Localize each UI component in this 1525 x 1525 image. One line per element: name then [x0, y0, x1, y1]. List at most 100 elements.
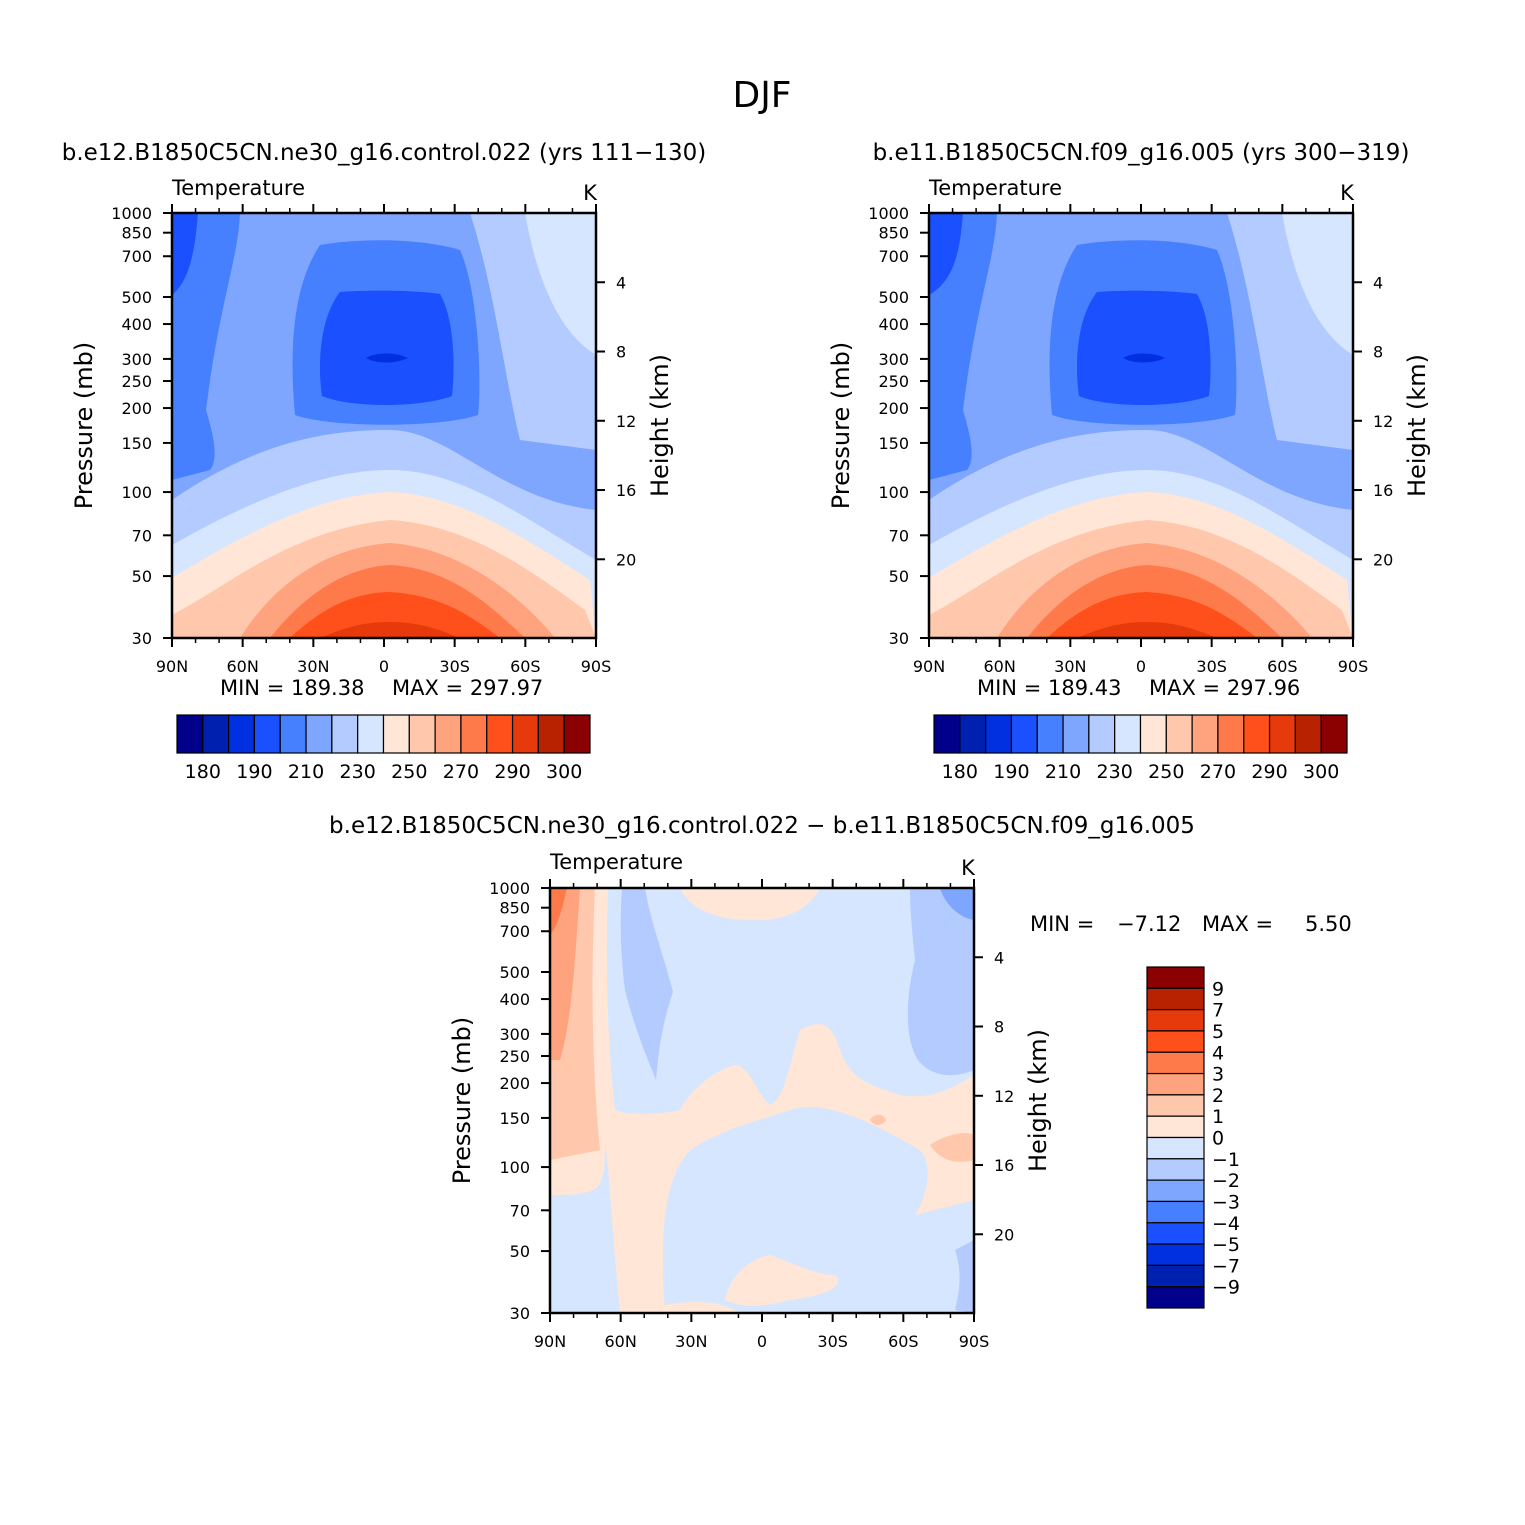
colorbar-swatch — [1243, 714, 1271, 754]
colorbar-swatch — [1146, 1030, 1205, 1053]
y-tick-label: 500 — [499, 963, 530, 982]
panel-control: b.e12.B1850C5CN.ne30_g16.control.022 (yr… — [62, 140, 707, 676]
y-tick-label: 100 — [878, 483, 909, 502]
y-tick-label: 700 — [121, 247, 152, 266]
colorbar-swatch — [228, 714, 256, 754]
y2-tick-label: 20 — [1373, 550, 1393, 569]
y-tick-label: 200 — [878, 399, 909, 418]
colorbar-label: 210 — [1045, 761, 1081, 783]
panel-reference-min: MIN = 189.43 — [977, 676, 1121, 700]
y2-tick-label: 16 — [1373, 481, 1393, 500]
colorbar-swatch — [305, 714, 333, 754]
colorbar-swatch — [1146, 1222, 1205, 1245]
colorbar-swatch — [202, 714, 230, 754]
y2-tick-label: 4 — [994, 948, 1004, 967]
x-tick-label: 0 — [379, 657, 389, 676]
colorbar-label: 300 — [1303, 761, 1339, 783]
colorbar-swatch — [1146, 1115, 1205, 1139]
y-tick-label: 30 — [132, 629, 152, 648]
y2-tick-label: 12 — [994, 1087, 1014, 1106]
colorbar-swatch — [1146, 1264, 1205, 1288]
colorbar-label: −2 — [1212, 1170, 1240, 1192]
x-tick-label: 60S — [1267, 657, 1298, 676]
y2-tick-label: 4 — [616, 273, 626, 292]
y-tick-label: 850 — [121, 224, 152, 243]
colorbar-swatch — [1165, 714, 1193, 754]
y-tick-label: 1000 — [868, 204, 909, 223]
colorbar-swatch — [1146, 1179, 1205, 1203]
colorbar-swatch — [1146, 1051, 1205, 1075]
x-tick-label: 30N — [675, 1332, 707, 1351]
figure-title: DJF — [732, 75, 791, 116]
panel-reference-variable: Temperature — [928, 176, 1062, 200]
colorbar-swatch — [486, 714, 514, 754]
x-tick-label: 60N — [984, 657, 1016, 676]
colorbar-label: −5 — [1212, 1234, 1240, 1256]
colorbar-swatch — [1320, 714, 1348, 754]
colorbar-label: 290 — [1251, 761, 1287, 783]
y-tick-label: 70 — [510, 1201, 530, 1220]
panel-reference-units: K — [1340, 181, 1355, 205]
x-tick-label: 0 — [757, 1332, 767, 1351]
panel-control-colorbar: 180 190 210 230 250 270 290 300 — [176, 714, 591, 783]
colorbar-label: 0 — [1212, 1128, 1224, 1150]
panel-control-axes: 90N 60N 30N 0 30S 60S 90S 30 50 70 100 150 200 250 300… — [70, 204, 674, 676]
colorbar-swatch — [1191, 714, 1219, 754]
x-tick-label: 90S — [581, 657, 612, 676]
colorbar-label: 180 — [185, 761, 221, 783]
colorbar-swatch — [382, 714, 410, 754]
y2-tick-label: 20 — [616, 550, 636, 569]
colorbar-label: 270 — [443, 761, 479, 783]
y-tick-label: 400 — [121, 315, 152, 334]
colorbar-label: 250 — [391, 761, 427, 783]
colorbar-swatch — [1146, 1243, 1205, 1266]
colorbar-label: 5 — [1212, 1021, 1224, 1043]
colorbar-swatch — [1114, 714, 1142, 754]
colorbar-swatch — [985, 714, 1013, 754]
y-tick-label: 250 — [499, 1047, 530, 1066]
colorbar-swatch — [1010, 714, 1038, 754]
y-tick-label: 1000 — [111, 204, 152, 223]
colorbar-swatch — [1146, 1094, 1205, 1117]
y-tick-label: 700 — [499, 922, 530, 941]
colorbar-swatch — [1062, 714, 1090, 754]
colorbar-swatch — [1036, 714, 1064, 754]
colorbar-label: 290 — [494, 761, 530, 783]
y-tick-label: 300 — [499, 1025, 530, 1044]
x-tick-label: 90N — [534, 1332, 566, 1351]
colorbar-swatch — [959, 714, 987, 754]
panel-difference-axes: 90N 60N 30N 0 30S 60S 90S 30 50 70 100 150 200 250 300… — [448, 879, 1052, 1351]
y-tick-label: 50 — [132, 567, 152, 586]
y-tick-label: 300 — [121, 350, 152, 369]
y2-tick-label: 8 — [616, 343, 626, 362]
y-tick-label: 50 — [889, 567, 909, 586]
panel-difference-min-label: MIN = — [1030, 912, 1094, 936]
x-tick-label: 30S — [439, 657, 470, 676]
x-tick-label: 0 — [1136, 657, 1146, 676]
colorbar-label: −1 — [1212, 1149, 1240, 1171]
y-tick-label: 100 — [499, 1158, 530, 1177]
colorbar-label: 180 — [942, 761, 978, 783]
colorbar-label: 7 — [1212, 1000, 1224, 1022]
x-tick-label: 60N — [227, 657, 259, 676]
panel-reference-title: b.e11.B1850C5CN.f09_g16.005 (yrs 300−319… — [873, 140, 1410, 166]
y-tick-label: 150 — [878, 434, 909, 453]
colorbar-swatch — [1268, 714, 1296, 754]
y-tick-label: 850 — [878, 224, 909, 243]
y2-tick-label: 20 — [994, 1225, 1014, 1244]
panel-difference-max-value: 5.50 — [1305, 912, 1352, 936]
colorbar-swatch — [1146, 966, 1205, 989]
colorbar-label: 300 — [546, 761, 582, 783]
colorbar-swatch — [1146, 1009, 1205, 1032]
colorbar-swatch — [331, 714, 359, 754]
y-tick-label: 150 — [121, 434, 152, 453]
colorbar-swatch — [511, 714, 539, 754]
colorbar-swatch — [357, 714, 385, 754]
colorbar-label: 190 — [236, 761, 272, 783]
colorbar-swatch — [1146, 987, 1205, 1011]
y2-tick-label: 12 — [616, 412, 636, 431]
colorbar-swatch — [1146, 1200, 1205, 1224]
colorbar-label: 1 — [1212, 1106, 1224, 1128]
